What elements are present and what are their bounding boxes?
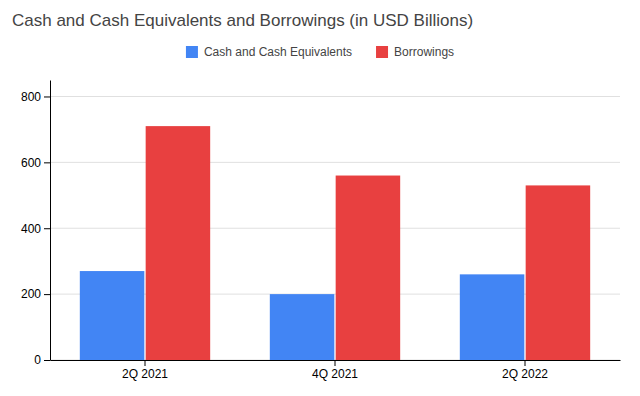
bar — [460, 274, 525, 360]
y-tick: 0 — [34, 353, 50, 367]
x-tick-label: 2Q 2021 — [122, 367, 168, 381]
legend-swatch — [186, 46, 198, 58]
y-tick-label: 400 — [21, 222, 41, 236]
bar — [270, 294, 335, 360]
y-tick-label: 800 — [21, 90, 41, 104]
y-tick-mark — [44, 294, 50, 295]
legend-item: Borrowings — [376, 45, 454, 59]
y-tick: 400 — [21, 222, 50, 236]
bar — [336, 176, 401, 360]
x-tick: 2Q 2021 — [122, 360, 168, 381]
y-tick-label: 0 — [34, 353, 41, 367]
legend-label: Cash and Cash Equivalents — [204, 45, 352, 59]
y-tick-mark — [44, 228, 50, 229]
legend-label: Borrowings — [394, 45, 454, 59]
x-tick-mark — [335, 360, 336, 366]
bar — [80, 271, 145, 360]
x-tick-label: 4Q 2021 — [312, 367, 358, 381]
y-tick: 200 — [21, 287, 50, 301]
y-tick-mark — [44, 360, 50, 361]
grid-line — [50, 162, 620, 163]
y-tick: 800 — [21, 90, 50, 104]
y-axis-line — [50, 81, 51, 361]
title: Cash and Cash Equivalents and Borrowings… — [12, 11, 473, 30]
y-tick-label: 200 — [21, 287, 41, 301]
x-axis: 2Q 2021 4Q 2021 2Q 2022 — [51, 360, 621, 381]
bar-series — [146, 126, 591, 360]
legend-swatch — [376, 46, 388, 58]
grid — [50, 96, 620, 360]
y-tick-mark — [44, 162, 50, 163]
x-tick-label: 2Q 2022 — [502, 367, 548, 381]
x-tick-mark — [145, 360, 146, 366]
x-tick: 4Q 2021 — [312, 360, 358, 381]
legend: Cash and Cash Equivalents Borrowings — [186, 45, 454, 59]
plot: 2Q 2021 4Q 2021 2Q 2022 0 200 400 600 800 — [21, 81, 621, 381]
y-axis: 0 200 400 600 800 — [21, 81, 51, 368]
legend-item: Cash and Cash Equivalents — [186, 45, 352, 59]
y-tick: 600 — [21, 156, 50, 170]
x-tick-mark — [525, 360, 526, 366]
bar — [526, 185, 591, 360]
chart: Cash and Cash Equivalents and Borrowings… — [0, 0, 640, 396]
y-tick-mark — [44, 96, 50, 97]
y-tick-label: 600 — [21, 156, 41, 170]
bar — [146, 126, 211, 360]
bars — [80, 126, 590, 360]
grid-line — [50, 96, 620, 97]
x-tick: 2Q 2022 — [502, 360, 548, 381]
